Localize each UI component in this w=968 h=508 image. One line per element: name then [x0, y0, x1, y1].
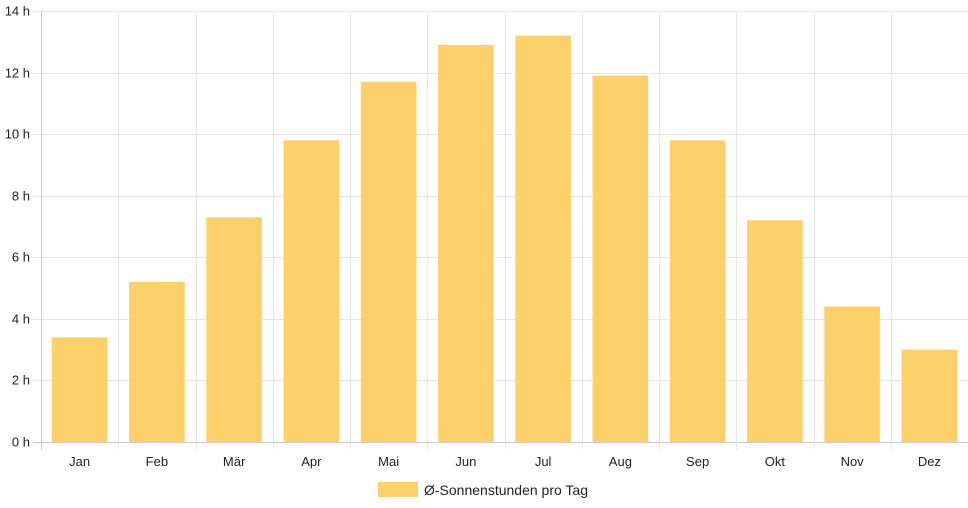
legend-label[interactable]: Ø-Sonnenstunden pro Tag	[424, 482, 588, 498]
bar-jul[interactable]	[515, 35, 571, 442]
x-tick-label: Apr	[301, 454, 322, 469]
legend[interactable]: Ø-Sonnenstunden pro Tag	[378, 482, 588, 498]
x-tick-label: Jul	[535, 454, 552, 469]
x-tick-label: Mai	[378, 454, 399, 469]
x-axis: Jan Feb Mär Apr Mai Jun Jul Aug Sep Okt Nov Dez	[69, 454, 941, 469]
x-tick-label: Dez	[918, 454, 941, 469]
y-tick-label: 12 h	[5, 66, 30, 81]
x-tick-label: Mär	[223, 454, 246, 469]
bar-mär[interactable]	[206, 217, 262, 442]
bar-sep[interactable]	[669, 140, 726, 443]
bar-aug[interactable]	[592, 75, 649, 443]
x-tick-label: Feb	[146, 454, 168, 469]
x-tick-label: Sep	[686, 454, 709, 469]
y-tick-label: 4 h	[12, 312, 30, 327]
bar-dez[interactable]	[901, 349, 958, 442]
x-tick-label: Jan	[69, 454, 90, 469]
y-tick-label: 14 h	[5, 4, 30, 19]
bar-jun[interactable]	[438, 44, 494, 442]
x-tick-label: Jun	[455, 454, 476, 469]
legend-swatch[interactable]	[378, 482, 418, 497]
bar-apr[interactable]	[283, 140, 340, 443]
grid-lines	[33, 11, 968, 450]
y-tick-label: 2 h	[12, 373, 30, 388]
bar-jan[interactable]	[51, 337, 108, 442]
y-tick-label: 6 h	[12, 250, 30, 265]
x-tick-label: Okt	[765, 454, 786, 469]
y-tick-label: 0 h	[12, 435, 30, 450]
x-tick-label: Nov	[841, 454, 865, 469]
bar-feb[interactable]	[129, 281, 185, 442]
bar-nov[interactable]	[824, 306, 880, 442]
bar-mai[interactable]	[360, 81, 417, 443]
y-tick-label: 10 h	[5, 127, 30, 142]
x-tick-label: Aug	[609, 454, 632, 469]
bars	[51, 35, 958, 443]
bar-okt[interactable]	[747, 220, 803, 442]
y-axis: 0 h 2 h 4 h 6 h 8 h 10 h 12 h 14 h	[5, 4, 30, 450]
y-tick-label: 8 h	[12, 189, 30, 204]
